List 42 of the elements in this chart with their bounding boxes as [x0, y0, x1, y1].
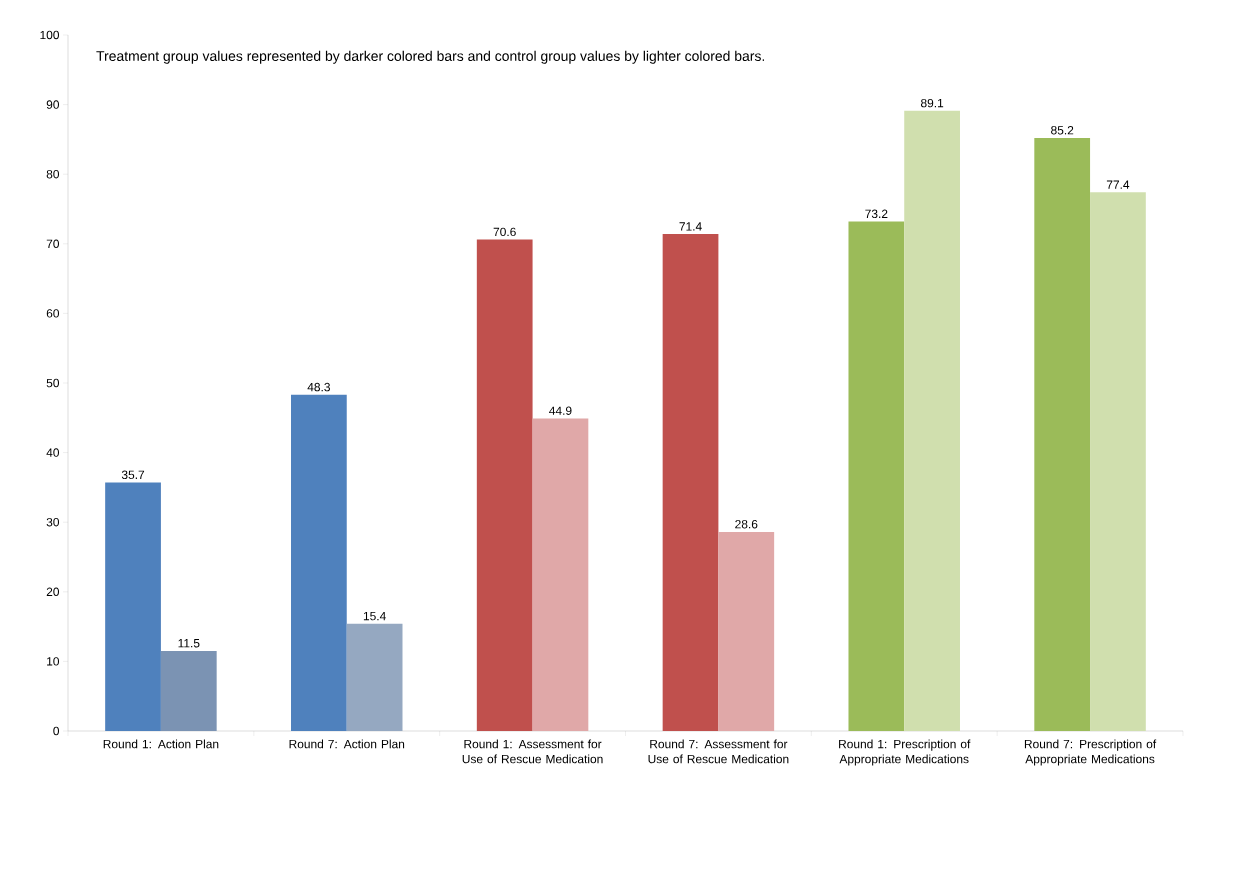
- bar: [291, 394, 347, 731]
- data-label: 70.6: [493, 227, 516, 237]
- x-tick-label: Round 1: Action Plan: [103, 739, 219, 749]
- y-tick-label: 100: [40, 30, 60, 40]
- data-label: 44.9: [549, 406, 572, 415]
- data-label: 71.4: [679, 222, 702, 231]
- data-label: 35.7: [121, 470, 145, 479]
- bar: [848, 221, 905, 731]
- y-tick-label: 70: [46, 239, 60, 249]
- data-label: 77.4: [1106, 180, 1130, 189]
- bar: [718, 531, 775, 731]
- data-label: 73.2: [865, 209, 888, 218]
- bar: [346, 623, 403, 731]
- bar: [904, 110, 960, 731]
- y-tick-label: 20: [46, 587, 60, 597]
- data-label: 28.6: [735, 519, 758, 529]
- bar: [476, 239, 533, 731]
- y-tick-label: 80: [46, 169, 60, 179]
- y-tick-label: 60: [46, 309, 60, 318]
- bar: [1034, 138, 1091, 731]
- x-tick-label: Round 7: Prescription of Appropriate Medications: [1024, 739, 1157, 766]
- data-label: 48.3: [307, 382, 330, 392]
- bar: [1090, 192, 1146, 731]
- x-tick-label: Round 1: Prescription of Appropriate Medications: [839, 739, 971, 766]
- x-tick-label: Round 7: Assessment for Use of Rescue Medication: [648, 739, 789, 764]
- bar: [160, 650, 217, 731]
- bar: [662, 234, 719, 731]
- y-tick-label: 30: [46, 517, 60, 527]
- annotation: Treatment group values represented by darker colored bars and control group values by lighter colored bars.: [96, 50, 765, 64]
- y-tick-label: 0: [53, 726, 60, 736]
- data-label: 15.4: [363, 611, 386, 621]
- data-label: 85.2: [1051, 126, 1074, 135]
- bar: [532, 418, 589, 731]
- y-tick-label: 50: [46, 378, 60, 388]
- bar: [105, 482, 161, 731]
- y-tick-label: 10: [47, 657, 60, 666]
- x-tick-label: Round 1: Assessment for Use of Rescue Medication: [462, 739, 603, 764]
- y-tick-label: 40: [46, 448, 60, 457]
- data-label: 11.5: [178, 639, 200, 648]
- data-label: 89.1: [920, 98, 944, 108]
- y-tick-label: 90: [46, 100, 60, 109]
- x-tick-label: Round 7: Action Plan: [289, 739, 405, 749]
